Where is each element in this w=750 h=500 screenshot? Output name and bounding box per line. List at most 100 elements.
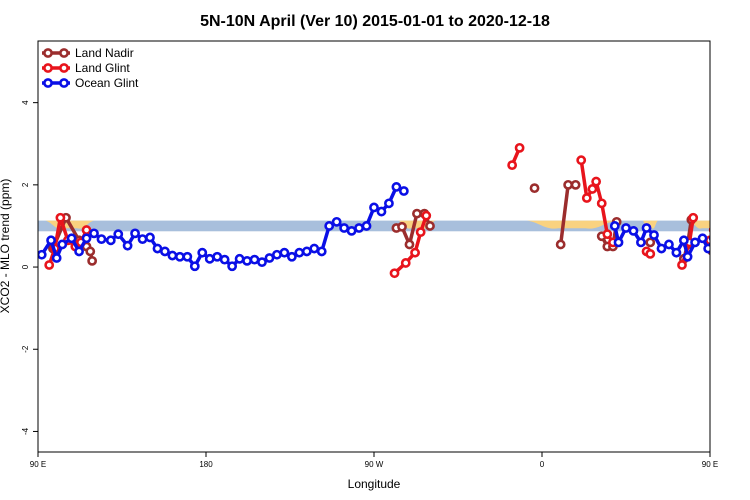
legend-label: Ocean Glint [75, 76, 139, 90]
legend-item: Ocean Glint [42, 76, 139, 90]
data-point [301, 246, 312, 257]
x-axis-label: Longitude [348, 477, 401, 491]
data-point [294, 247, 305, 258]
data-point [369, 202, 379, 213]
data-point [415, 227, 426, 238]
data-point [85, 246, 96, 257]
data-point [354, 223, 364, 233]
data-point [74, 246, 84, 257]
data-point [249, 254, 260, 265]
data-point [576, 155, 587, 166]
data-point [389, 268, 400, 279]
data-point [391, 182, 402, 192]
data-point [160, 246, 170, 257]
data-point [621, 223, 631, 233]
data-point [46, 235, 56, 246]
legend-label: Land Glint [75, 61, 130, 75]
series-line [708, 235, 710, 241]
data-point [718, 230, 725, 237]
data-point [677, 260, 687, 270]
data-point [272, 249, 282, 260]
legend-item: Land Glint [42, 61, 130, 75]
data-point [174, 251, 185, 262]
x-tick-label: 90 W [365, 460, 384, 469]
y-tick-label: 0 [21, 264, 30, 269]
data-point [671, 247, 682, 258]
data-point [555, 239, 566, 250]
data-point [609, 221, 620, 231]
data-point [81, 233, 92, 244]
data-point [113, 229, 124, 240]
data-point [212, 251, 223, 262]
data-point [664, 239, 674, 250]
y-tick-label: 2 [21, 182, 30, 187]
data-point [410, 247, 420, 258]
data-point [596, 198, 607, 209]
data-point [44, 260, 55, 270]
data-point [725, 235, 732, 242]
data-point [286, 251, 297, 262]
data-point [708, 235, 710, 242]
data-point [257, 257, 267, 268]
data-point [57, 239, 68, 250]
x-tick-label: 0 [540, 460, 545, 469]
series-line [558, 183, 576, 245]
data-point [740, 230, 747, 237]
data-point [697, 233, 708, 244]
data-point [690, 237, 700, 248]
data-point [376, 206, 387, 217]
legend-label: Land Nadir [75, 46, 134, 60]
legend-item: Land Nadir [42, 46, 134, 60]
legend-swatch-marker [59, 78, 69, 88]
reference-band [38, 220, 710, 232]
data-point [384, 198, 394, 209]
data-point [708, 226, 710, 234]
y-axis-label: XCO2 - MLO trend (ppm) [0, 179, 12, 314]
legend-swatch-marker [43, 48, 53, 58]
data-point [122, 240, 133, 251]
legend-swatch-marker [43, 63, 53, 73]
legend-swatch-marker [59, 63, 69, 73]
x-tick-label: 180 [199, 460, 213, 469]
data-point [234, 253, 245, 264]
data-point [89, 228, 99, 239]
data-point [678, 235, 689, 246]
series-line [712, 251, 716, 261]
data-point [96, 234, 107, 245]
legend-swatch-marker [43, 78, 53, 88]
x-tick-label: 90 E [30, 460, 46, 469]
data-point [264, 253, 275, 263]
y-tick-label: -2 [21, 345, 30, 353]
chart-title: 5N-10N April (Ver 10) 2015-01-01 to 2020… [200, 13, 550, 30]
data-point [645, 248, 656, 259]
data-point [197, 247, 208, 258]
y-tick-label: -4 [21, 427, 30, 435]
data-point [51, 253, 62, 263]
data-point [331, 216, 342, 227]
plot-content [38, 142, 747, 279]
data-point [529, 183, 540, 194]
data-point [613, 237, 624, 248]
data-point [581, 193, 592, 203]
data-point [514, 142, 525, 153]
data-point [587, 184, 598, 194]
y-tick-label: 4 [21, 100, 30, 105]
land-mask [527, 220, 617, 229]
data-point [712, 257, 719, 264]
data-point [398, 186, 409, 196]
data-point [167, 250, 178, 261]
data-point [55, 212, 66, 223]
data-point [425, 221, 435, 231]
data-point [227, 261, 238, 272]
data-point [628, 225, 639, 236]
data-point [309, 243, 320, 254]
data-point [105, 235, 116, 246]
data-point [563, 179, 574, 190]
data-point [400, 258, 411, 268]
data-point [38, 249, 47, 260]
data-point [421, 210, 432, 221]
data-point [412, 208, 422, 219]
plot-area [38, 142, 747, 279]
data-point [66, 233, 77, 244]
